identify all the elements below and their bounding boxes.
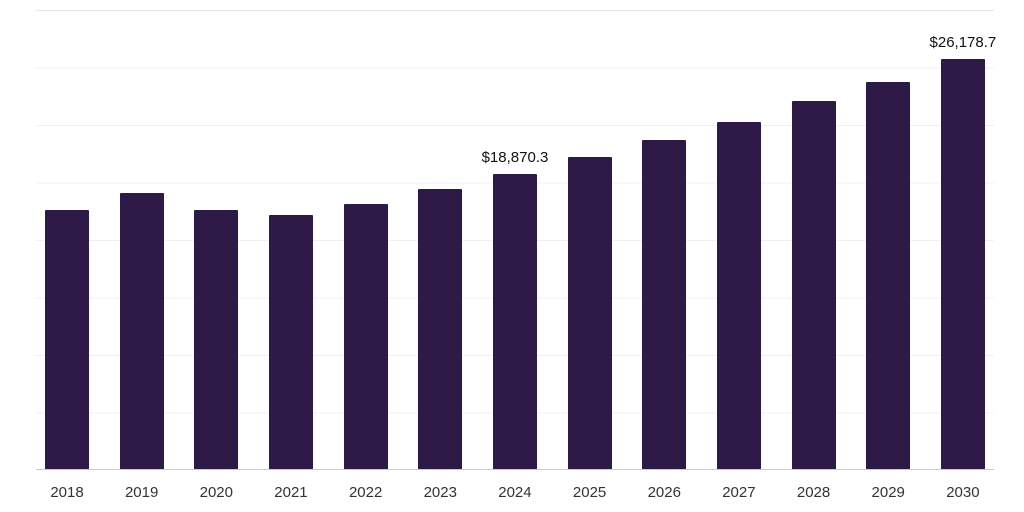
bar-2018 (45, 210, 89, 469)
x-tick-label-2026: 2026 (647, 484, 681, 501)
bar-2026 (642, 140, 687, 469)
bar-2019 (119, 193, 164, 469)
bar-2028 (791, 101, 836, 469)
x-tick-label-2021: 2021 (274, 484, 308, 501)
x-tick-label-2030: 2030 (946, 484, 980, 501)
bar-column-2027: 2027 (716, 11, 761, 501)
plot-area: 2018 2019 2020 2021 2022 2023 $18,870.3 2024 202… (36, 10, 997, 501)
bar-2024 (492, 174, 537, 469)
bar-column-2024: $18,870.3 2024 (482, 11, 549, 501)
x-tick-label-2020: 2020 (199, 484, 233, 501)
bar-2027 (716, 122, 761, 469)
bar-2023 (418, 189, 463, 469)
x-tick-label-2027: 2027 (722, 484, 756, 501)
bar-2022 (343, 204, 388, 469)
x-tick-label-2025: 2025 (572, 484, 607, 501)
bar-column-2022: 2022 (343, 11, 388, 501)
bar-column-2019: 2019 (119, 11, 164, 501)
bar-column-2020: 2020 (194, 11, 239, 501)
bar-2021 (268, 215, 313, 469)
bar-value-label-2024: $18,870.3 (481, 149, 549, 166)
bar-column-2025: 2025 (567, 11, 612, 501)
bar-value-label-2030: $26,178.7 (929, 34, 997, 51)
bar-column-2029: 2029 (866, 11, 911, 501)
bar-column-2018: 2018 (45, 11, 89, 501)
bar-column-2026: 2026 (642, 11, 687, 501)
bar-column-2030: $26,178.7 2030 (930, 11, 997, 501)
x-tick-label-2018: 2018 (50, 484, 84, 501)
x-tick-label-2023: 2023 (423, 484, 457, 501)
x-tick-label-2028: 2028 (796, 484, 831, 501)
bar-2020 (194, 210, 239, 469)
bar-2025 (567, 157, 612, 469)
bar-2029 (866, 82, 911, 469)
x-tick-label-2024: 2024 (498, 484, 532, 501)
bar-column-2023: 2023 (418, 11, 463, 501)
x-tick-label-2022: 2022 (348, 484, 383, 501)
bar-column-2021: 2021 (268, 11, 313, 501)
x-tick-label-2019: 2019 (124, 484, 159, 501)
bar-column-2028: 2028 (791, 11, 836, 501)
bar-2030 (940, 59, 985, 469)
x-tick-label-2029: 2029 (871, 484, 905, 501)
